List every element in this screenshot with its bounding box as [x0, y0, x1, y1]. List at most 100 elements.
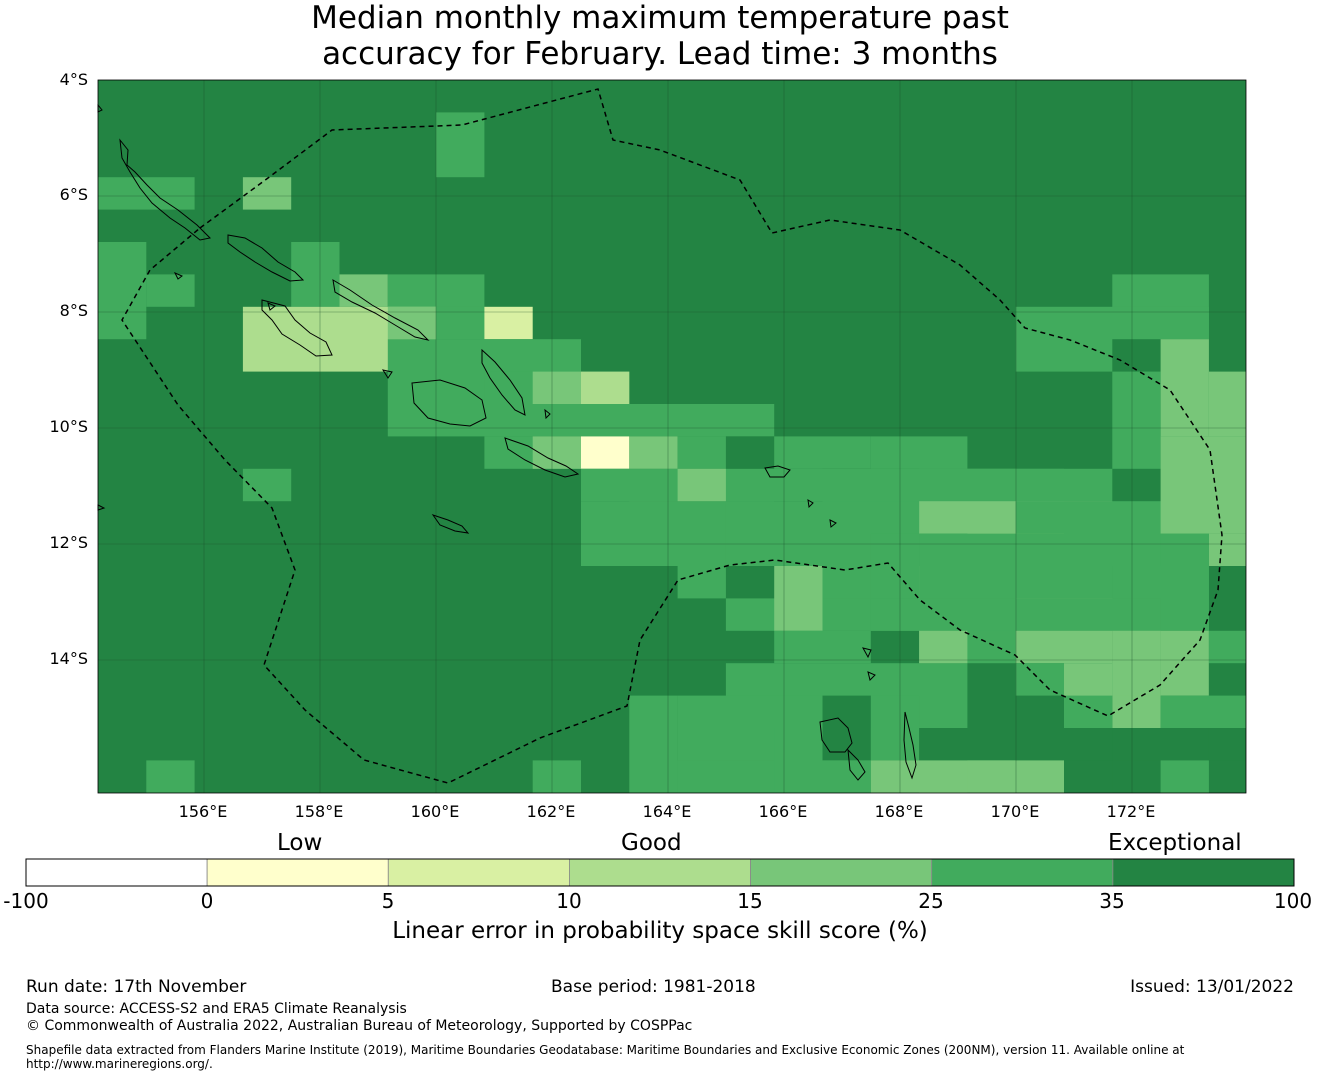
coast-bougainville — [119, 138, 212, 241]
skill-cell — [436, 306, 485, 340]
lat-label-8s: 8°S — [59, 301, 88, 320]
skill-cell — [581, 404, 775, 437]
colorbar-title: Linear error in probability space skill … — [392, 918, 928, 944]
skill-cell — [822, 695, 871, 728]
skill-cell — [1112, 371, 1161, 469]
coast-new-georgia — [261, 299, 333, 357]
skill-cell — [242, 177, 292, 210]
shapefile-credit-link[interactable]: http://www.marineregions.org/. — [26, 1057, 213, 1071]
issued-date: Issued: 13/01/2022 — [1130, 977, 1294, 997]
skill-cell — [242, 468, 292, 502]
skill-cell — [870, 598, 1161, 631]
legend-tick: 100 — [1273, 889, 1313, 913]
skill-cell — [1160, 760, 1209, 793]
skill-cell — [1208, 728, 1246, 761]
legend-category-good: Good — [621, 830, 682, 856]
skill-cell — [1160, 436, 1246, 534]
legend-tick: 15 — [737, 889, 763, 913]
legend-tick: 0 — [200, 889, 214, 913]
data-source: Data source: ACCESS-S2 and ERA5 Climate … — [26, 1001, 407, 1017]
skill-cell — [629, 695, 678, 793]
lon-label-166e: 166°E — [758, 802, 808, 821]
lat-label-4s: 4°S — [59, 70, 88, 89]
skill-cell — [677, 566, 726, 599]
coast-espiritu-santo — [819, 717, 853, 753]
chart-title-line1: Median monthly maximum temperature past — [311, 0, 1009, 36]
coast-malakula — [847, 748, 866, 781]
legend-tick: 25 — [918, 889, 944, 913]
skill-cell — [146, 274, 195, 307]
skill-cell — [1064, 663, 1113, 696]
skill-cell — [822, 760, 871, 793]
skill-cell — [1208, 630, 1246, 664]
lon-label-160e: 160°E — [410, 802, 460, 821]
colorbar-frame — [25, 858, 1295, 887]
lon-label-158e: 158°E — [294, 802, 344, 821]
skill-cell — [774, 630, 871, 664]
copyright: © Commonwealth of Australia 2022, Austra… — [26, 1018, 693, 1034]
skill-cell — [98, 242, 147, 340]
coastlines — [97, 103, 917, 781]
lon-label-162e: 162°E — [526, 802, 576, 821]
skill-cell — [1015, 663, 1064, 696]
coast-guadalcanal — [411, 379, 487, 427]
lat-label-14s: 14°S — [49, 649, 88, 668]
skill-cell — [436, 112, 485, 178]
skill-cell — [532, 436, 581, 469]
skill-cell — [919, 630, 968, 664]
lon-label-168e: 168°E — [874, 802, 924, 821]
legend-category-exceptional: Exceptional — [1108, 830, 1242, 856]
skill-cell — [1064, 566, 1113, 599]
skill-cell — [629, 436, 678, 469]
skill-cell — [291, 242, 340, 307]
skill-cell — [1064, 728, 1113, 761]
base-period: Base period: 1981-2018 — [551, 977, 756, 997]
colorbar-segment — [206, 858, 389, 887]
skill-cell — [1160, 339, 1209, 437]
skill-cell — [1160, 695, 1246, 728]
skill-cell — [870, 436, 968, 469]
legend-tick: 10 — [556, 889, 582, 913]
legend-tick: -100 — [3, 889, 49, 913]
skill-cell — [387, 306, 437, 340]
skill-cell — [967, 760, 1016, 793]
colorbar-segment — [387, 858, 570, 887]
legend-tick: 5 — [381, 889, 395, 913]
colorbar-segment — [750, 858, 933, 887]
colorbar-segment — [25, 858, 208, 887]
skill-cell — [484, 306, 533, 340]
colorbar-segment — [1112, 858, 1295, 887]
skill-cell — [870, 695, 920, 761]
skill-cell — [532, 371, 581, 404]
lat-label-6s: 6°S — [59, 185, 88, 204]
legend-tick: 35 — [1099, 889, 1125, 913]
eez-boundary — [121, 88, 1223, 784]
coast-malaita — [481, 348, 526, 416]
lon-label-164e: 164°E — [642, 802, 692, 821]
skill-cell — [339, 274, 388, 307]
colorbar-segment — [569, 858, 751, 887]
skill-cell — [581, 371, 630, 404]
lat-label-10s: 10°S — [49, 417, 88, 436]
legend-category-low: Low — [277, 830, 323, 856]
lon-label-170e: 170°E — [990, 802, 1040, 821]
skill-cell — [1160, 533, 1209, 566]
colorbar-segment — [931, 858, 1114, 887]
chart-title-line2: accuracy for February. Lead time: 3 mont… — [322, 36, 998, 72]
skill-cell — [1112, 760, 1161, 793]
coast-santa-isabel — [332, 279, 430, 341]
coast-small-islands — [97, 103, 876, 681]
colorbar — [25, 858, 1295, 887]
run-date: Run date: 17th November — [26, 977, 247, 997]
skill-cell — [1160, 630, 1209, 696]
skill-cell — [581, 436, 630, 469]
coast-makira — [504, 437, 580, 478]
skill-cell — [1208, 371, 1246, 437]
coast-pentecost — [903, 711, 917, 780]
coast-rennell — [431, 514, 470, 534]
map-frame — [97, 79, 1247, 794]
lon-label-156e: 156°E — [178, 802, 228, 821]
skill-cell — [98, 177, 195, 210]
skill-cell — [1112, 630, 1161, 696]
